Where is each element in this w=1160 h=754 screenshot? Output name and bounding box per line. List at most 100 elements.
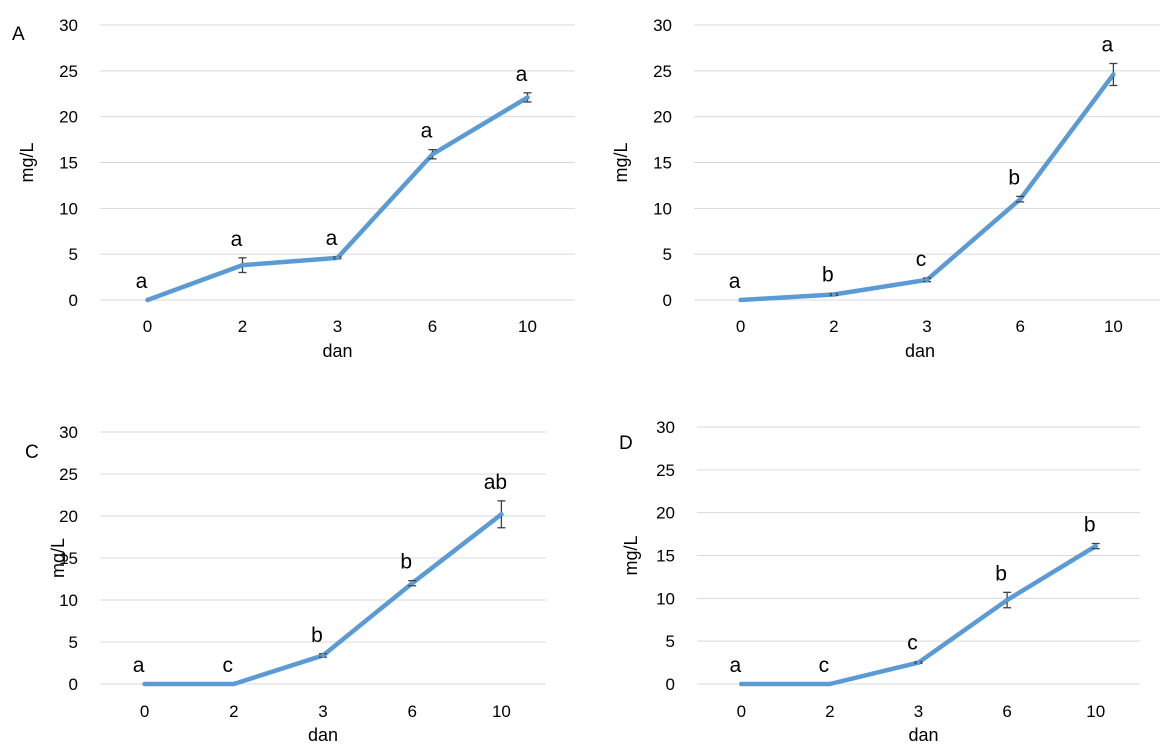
x-tick-label: 3 xyxy=(914,702,923,721)
data-point xyxy=(145,297,150,303)
significance-letter: a xyxy=(231,228,243,251)
y-tick-label: 5 xyxy=(666,632,675,651)
x-tick-label: 0 xyxy=(736,317,745,336)
series-line xyxy=(142,512,504,687)
y-tick-label: 5 xyxy=(663,245,672,264)
data-point xyxy=(916,660,921,665)
y-tick-label: 10 xyxy=(656,589,675,608)
y-tick-label: 10 xyxy=(59,199,78,218)
y-tick-label: 30 xyxy=(59,423,78,442)
series-line xyxy=(738,72,1116,303)
y-tick-label: 25 xyxy=(653,62,672,81)
x-tick-label: 6 xyxy=(1015,317,1024,336)
significance-letter: b xyxy=(822,264,834,287)
significance-letter: c xyxy=(916,248,927,271)
y-tick-label: 0 xyxy=(69,291,78,310)
panel-label: C xyxy=(25,442,39,463)
y-tick-label: 20 xyxy=(59,507,78,526)
data-point xyxy=(1004,597,1010,603)
x-tick-label: 0 xyxy=(140,702,149,721)
y-tick-label: 20 xyxy=(656,504,675,523)
y-tick-label: 30 xyxy=(59,16,78,35)
data-point xyxy=(1018,196,1023,202)
significance-letter: a xyxy=(421,120,433,143)
significance-letter: a xyxy=(326,227,338,250)
data-point xyxy=(525,95,530,100)
data-point xyxy=(410,581,415,586)
x-axis-title: dan xyxy=(908,725,938,745)
y-tick-label: 0 xyxy=(666,675,675,694)
significance-letter: b xyxy=(1008,166,1020,189)
data-point xyxy=(739,681,744,687)
x-tick-label: 6 xyxy=(1002,702,1011,721)
data-point xyxy=(142,681,147,687)
significance-letter: c xyxy=(223,654,234,677)
significance-letter: b xyxy=(1084,514,1096,537)
y-axis-title: mg/L xyxy=(621,535,641,575)
y-tick-label: 20 xyxy=(59,108,78,127)
y-tick-label: 30 xyxy=(656,418,675,437)
y-axis-title: mg/L xyxy=(17,142,37,182)
x-tick-label: 6 xyxy=(428,317,437,336)
chart-panel-3: 0 5 10 15 20 25 30 0 2 3 6 10 dan mg/L Ca c b b ab xyxy=(25,423,546,745)
x-tick-label: 0 xyxy=(143,317,152,336)
x-tick-label: 0 xyxy=(737,702,746,721)
y-tick-label: 0 xyxy=(69,675,78,694)
x-tick-label: 10 xyxy=(518,317,537,336)
y-tick-label: 15 xyxy=(656,547,675,566)
data-point xyxy=(1111,72,1116,77)
y-tick-label: 0 xyxy=(663,291,672,310)
significance-letter: a xyxy=(729,654,741,677)
y-tick-label: 10 xyxy=(59,591,78,610)
significance-letter: a xyxy=(136,270,148,293)
data-point xyxy=(738,297,743,303)
y-tick-label: 15 xyxy=(59,154,78,173)
chart-panel-4: 0 5 10 15 20 25 30 0 2 3 6 10 dan mg/L Da c c b b xyxy=(619,418,1140,745)
significance-letter: b xyxy=(400,551,412,574)
significance-letter: c xyxy=(819,654,830,677)
y-tick-label: 5 xyxy=(69,633,78,652)
y-tick-label: 25 xyxy=(59,62,78,81)
significance-letter: b xyxy=(995,562,1007,585)
x-axis-title: dan xyxy=(905,341,935,361)
x-tick-label: 10 xyxy=(492,702,511,721)
data-point xyxy=(499,512,504,517)
x-axis-title: dan xyxy=(308,725,338,745)
significance-letter: ab xyxy=(484,471,507,494)
significance-letter: a xyxy=(133,654,145,677)
x-tick-label: 2 xyxy=(229,702,238,721)
data-point xyxy=(827,681,833,687)
x-tick-label: 2 xyxy=(238,317,247,336)
x-tick-label: 10 xyxy=(1086,702,1105,721)
y-tick-label: 25 xyxy=(59,465,78,484)
data-point xyxy=(231,681,236,687)
data-point xyxy=(430,152,435,157)
significance-letter: a xyxy=(729,270,741,293)
y-tick-label: 30 xyxy=(653,16,672,35)
x-tick-label: 2 xyxy=(825,702,834,721)
significance-letter: a xyxy=(1102,34,1114,57)
chart-panel-2: 0 5 10 15 20 25 30 0 2 3 6 10 dan mg/L a b c b a xyxy=(611,16,1160,361)
y-tick-label: 10 xyxy=(653,199,672,218)
series-line xyxy=(145,95,530,303)
data-point xyxy=(240,262,245,268)
data-point xyxy=(1093,543,1098,549)
data-point xyxy=(320,653,326,658)
significance-letter: b xyxy=(311,624,323,647)
y-tick-label: 15 xyxy=(653,154,672,173)
y-tick-label: 25 xyxy=(656,461,675,480)
x-tick-label: 2 xyxy=(829,317,838,336)
x-tick-label: 3 xyxy=(922,317,931,336)
y-tick-label: 20 xyxy=(653,108,672,127)
x-tick-label: 3 xyxy=(333,317,342,336)
y-tick-label: 5 xyxy=(69,245,78,264)
panel-label: D xyxy=(619,433,633,454)
y-tick-label: 15 xyxy=(59,549,78,568)
panel-label: A xyxy=(12,24,25,45)
significance-letter: c xyxy=(907,632,918,655)
x-tick-label: 10 xyxy=(1104,317,1123,336)
y-axis-title: mg/L xyxy=(611,142,631,182)
x-axis-title: dan xyxy=(322,341,352,361)
